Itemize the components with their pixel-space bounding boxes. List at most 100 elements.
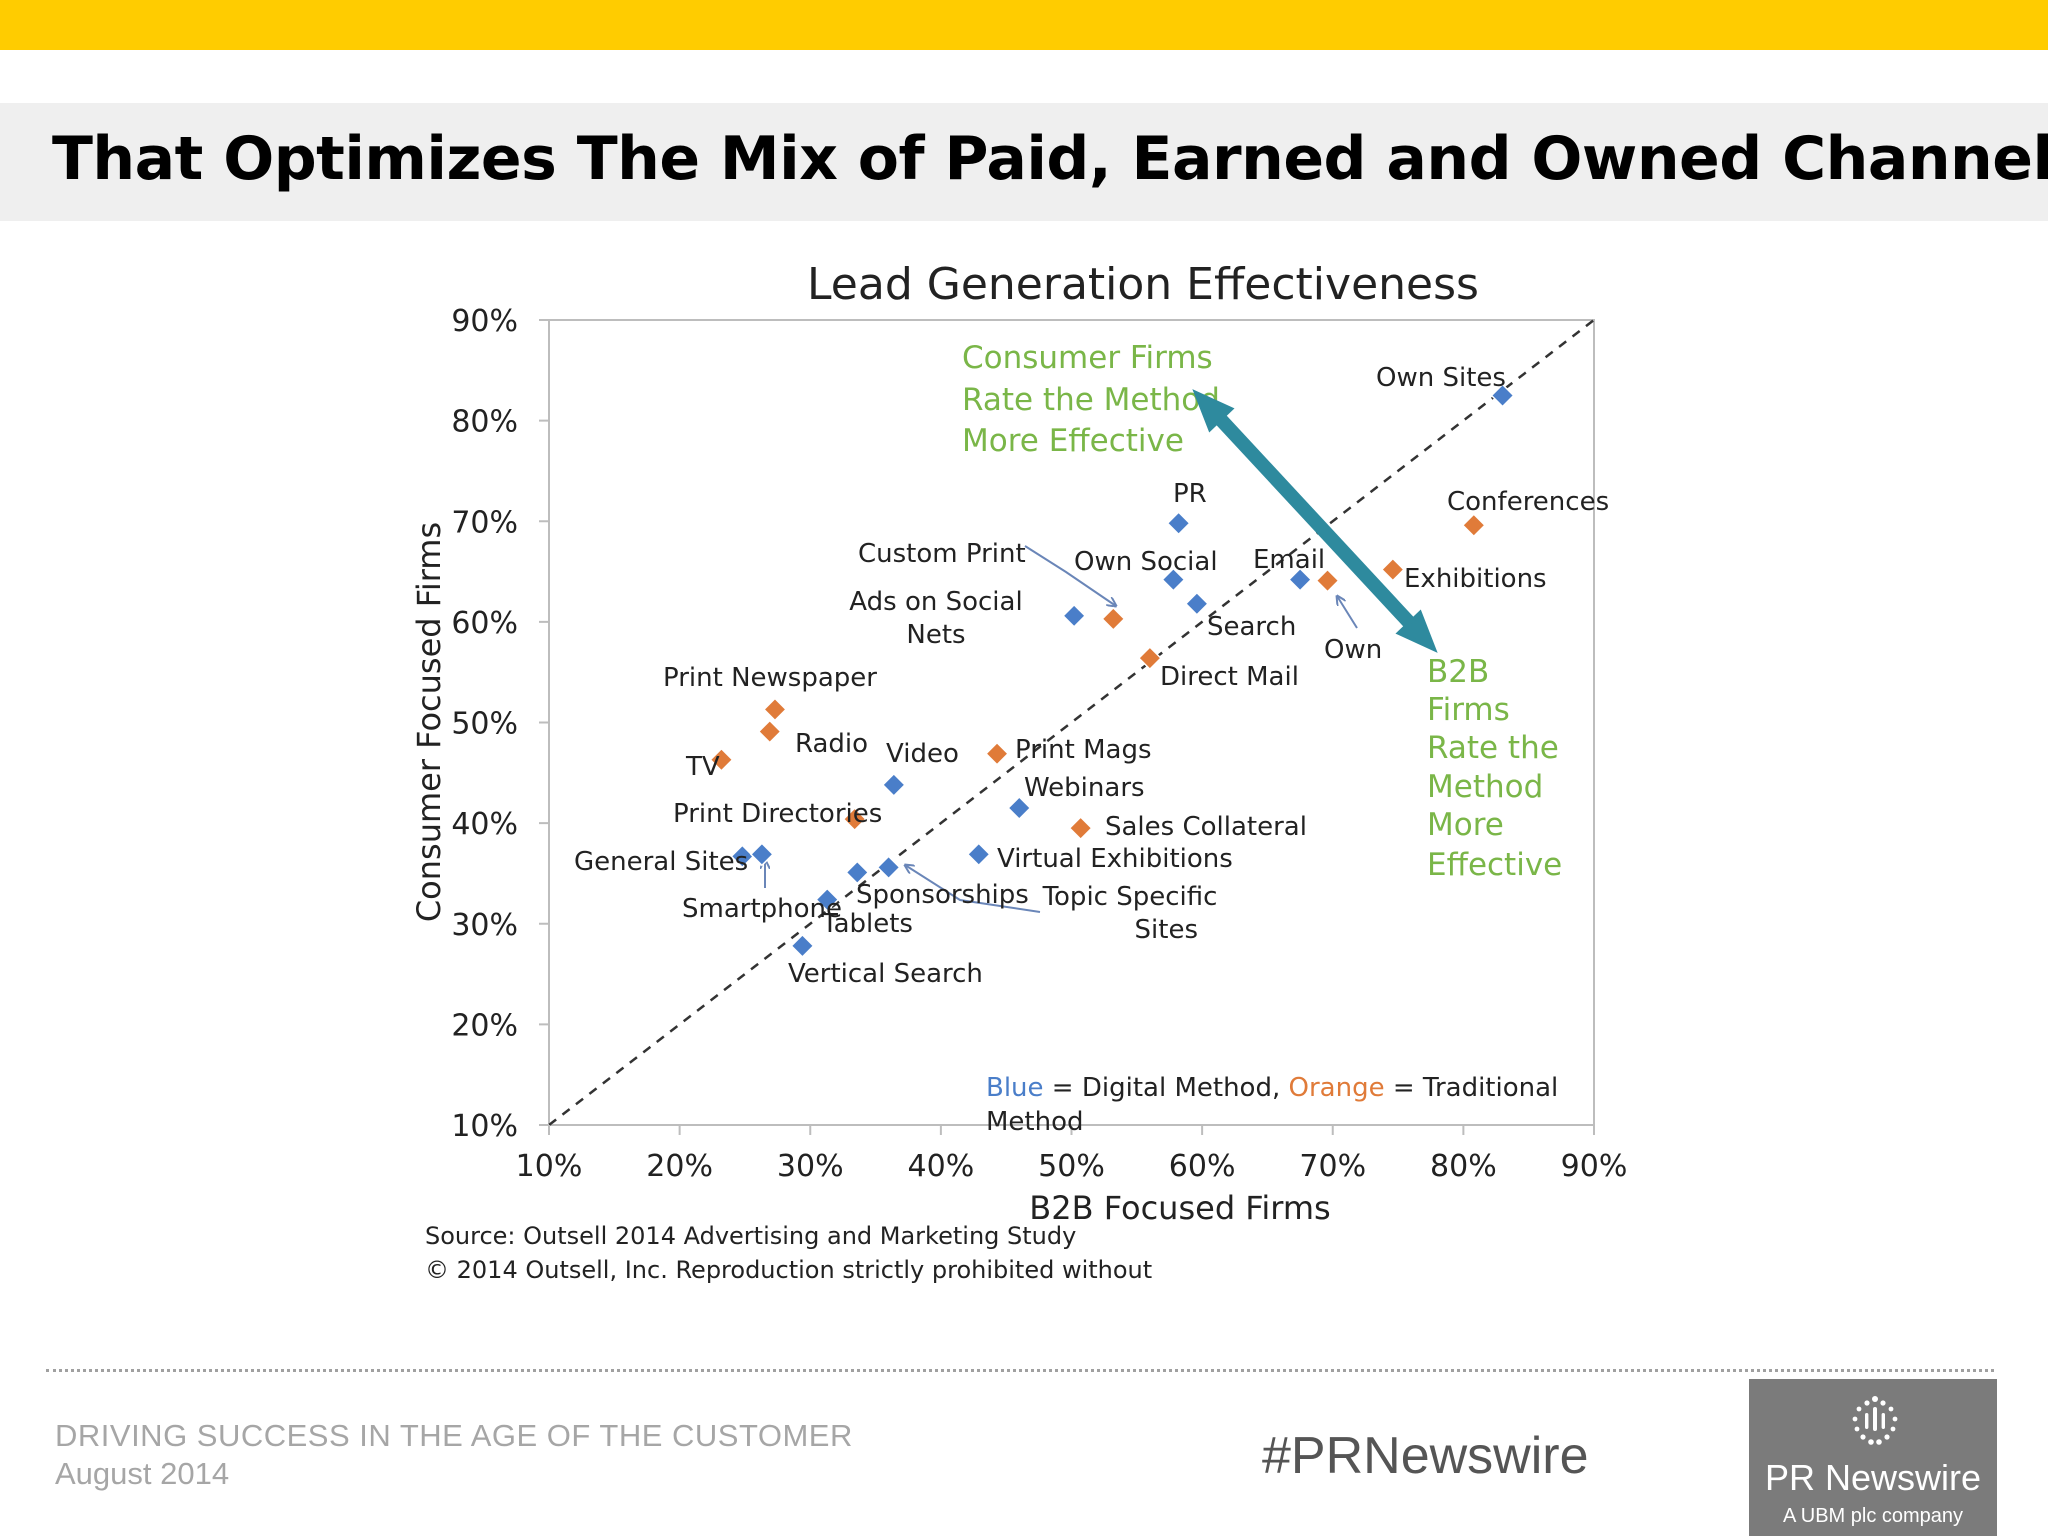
point-direct-mail <box>1137 646 1162 671</box>
footer-date: August 2014 <box>55 1456 230 1491</box>
label-exhibitions: Exhibitions <box>1404 564 1547 594</box>
label-ads-line-1: Ads on Social <box>849 587 1022 617</box>
b2b-annotation: B2B Firms Rate the Method More Effective <box>1427 654 1562 883</box>
b2b-annotation-line-6: Effective <box>1427 847 1562 883</box>
legend-blue: Blue <box>986 1073 1044 1103</box>
y-tick-label: 50% <box>451 707 518 742</box>
x-tick-label: 70% <box>1299 1149 1366 1184</box>
point-smartphone <box>749 842 774 867</box>
consumer-annotation-line-1: Consumer Firms <box>962 340 1213 376</box>
point-print-newspaper <box>762 697 788 722</box>
label-search: Search <box>1207 612 1296 642</box>
point-labels: Own Sites PR Own Social Email Search Ads… <box>574 363 1609 989</box>
pr-newswire-dots-icon <box>1852 1396 1898 1445</box>
y-tick-label: 70% <box>451 505 518 540</box>
point-own-sites <box>1490 383 1515 408</box>
title-band <box>0 103 2048 221</box>
label-webinars: Webinars <box>1024 773 1145 803</box>
consumer-annotation-line-2: Rate the Method <box>962 382 1220 418</box>
label-ads-on-social-nets: Ads on Social Nets <box>849 587 1022 650</box>
footer-divider <box>46 1369 1994 1372</box>
point-video <box>881 772 906 797</box>
label-pr: PR <box>1173 479 1207 509</box>
x-tick-label: 50% <box>1038 1149 1105 1184</box>
legend-traditional-text: = Traditional <box>1385 1073 1559 1103</box>
x-axis-title: B2B Focused Firms <box>1029 1189 1330 1227</box>
b2b-annotation-line-5: More <box>1427 807 1504 843</box>
point-conferences <box>1461 513 1486 538</box>
label-tablets: Tablets <box>821 909 913 939</box>
x-tick-label: 30% <box>777 1149 844 1184</box>
label-email: Email <box>1253 545 1325 575</box>
color-legend: Blue = Digital Method, Orange = Traditio… <box>986 1073 1558 1137</box>
point-print-directories <box>842 807 867 832</box>
label-tv: TV <box>685 752 720 782</box>
footer-headline: DRIVING SUCCESS IN THE AGE OF THE CUSTOM… <box>55 1418 853 1453</box>
label-ads-line-2: Nets <box>906 620 965 650</box>
x-tick-label: 10% <box>516 1149 583 1184</box>
point-custom-print <box>1101 606 1126 631</box>
label-smartphone: Smartphone <box>682 894 842 924</box>
y-axis-title: Consumer Focused Firms <box>410 522 448 922</box>
point-topic-specific-sites <box>876 855 901 880</box>
logo-wordmark: PR Newswire <box>1764 1457 1982 1498</box>
point-radio <box>757 719 782 744</box>
label-sponsorships: Sponsorships <box>856 880 1029 910</box>
x-tick-label: 20% <box>646 1149 713 1184</box>
slide-title: That Optimizes The Mix of Paid, Earned a… <box>52 124 2048 194</box>
label-general-sites: General Sites <box>574 847 748 877</box>
point-exhibitions <box>1380 557 1405 582</box>
label-radio: Radio <box>795 729 868 759</box>
label-direct-mail: Direct Mail <box>1160 662 1299 692</box>
label-print-directories: Print Directories <box>673 799 882 829</box>
y-axis-tick-labels: 10% 20% 30% 40% 50% 60% 70% 80% 90% <box>451 304 518 1144</box>
point-sponsorships <box>845 860 870 885</box>
pr-newswire-logo: PR Newswire A UBM plc company <box>1749 1379 1997 1536</box>
data-points <box>709 383 1515 958</box>
label-topic-specific-sites: Topic Specific Sites <box>1042 882 1218 945</box>
point-ads-on-social-nets <box>1062 603 1087 628</box>
point-tablets <box>815 887 840 912</box>
label-video: Video <box>886 739 959 769</box>
point-own <box>1315 568 1340 593</box>
point-own-social <box>1161 567 1186 592</box>
point-email <box>1288 567 1313 592</box>
point-general-sites <box>730 844 755 869</box>
chart-title: Lead Generation Effectiveness <box>807 259 1479 310</box>
label-custom-print: Custom Print <box>858 539 1026 569</box>
y-tick-label: 40% <box>451 807 518 842</box>
axis-tick-marks <box>539 319 1595 1135</box>
x-tick-label: 60% <box>1169 1149 1236 1184</box>
leader-lines <box>765 545 1358 913</box>
y-tick-label: 60% <box>451 606 518 641</box>
label-topic-line-1: Topic Specific <box>1042 882 1218 912</box>
y-tick-label: 20% <box>451 1008 518 1043</box>
hashtag-text: #PRNewswire <box>1262 1427 1589 1485</box>
source-line-1: Source: Outsell 2014 Advertising and Mar… <box>425 1222 1076 1250</box>
b2b-annotation-line-4: Method <box>1427 769 1543 805</box>
label-virtual-exhibitions: Virtual Exhibitions <box>997 844 1233 874</box>
legend-orange: Orange <box>1289 1073 1385 1103</box>
x-tick-label: 90% <box>1561 1149 1628 1184</box>
point-search <box>1184 591 1209 616</box>
x-tick-label: 40% <box>908 1149 975 1184</box>
b2b-annotation-line-3: Rate the <box>1427 730 1559 766</box>
point-sales-collateral <box>1068 816 1093 841</box>
b2b-annotation-line-1: B2B <box>1427 654 1489 690</box>
point-virtual-exhibitions <box>966 842 991 867</box>
logo-tagline: A UBM plc company <box>1782 1505 1964 1527</box>
point-pr <box>1166 511 1191 536</box>
point-vertical-search <box>790 933 815 958</box>
label-own: Own <box>1324 635 1382 665</box>
b2b-annotation-line-2: Firms <box>1427 692 1510 728</box>
point-print-mags <box>984 741 1010 766</box>
label-own-social: Own Social <box>1074 547 1218 577</box>
source-line-2: © 2014 Outsell, Inc. Reproduction strict… <box>425 1256 1152 1284</box>
y-tick-label: 10% <box>451 1109 518 1144</box>
legend-digital-text: = Digital Method, <box>1044 1073 1289 1103</box>
point-webinars <box>1007 795 1032 821</box>
top-accent-bar <box>0 0 2048 50</box>
consumer-annotation: Consumer Firms Rate the Method More Effe… <box>962 340 1220 459</box>
label-print-newspaper: Print Newspaper <box>663 663 877 693</box>
legend-line-2: Method <box>986 1107 1084 1137</box>
